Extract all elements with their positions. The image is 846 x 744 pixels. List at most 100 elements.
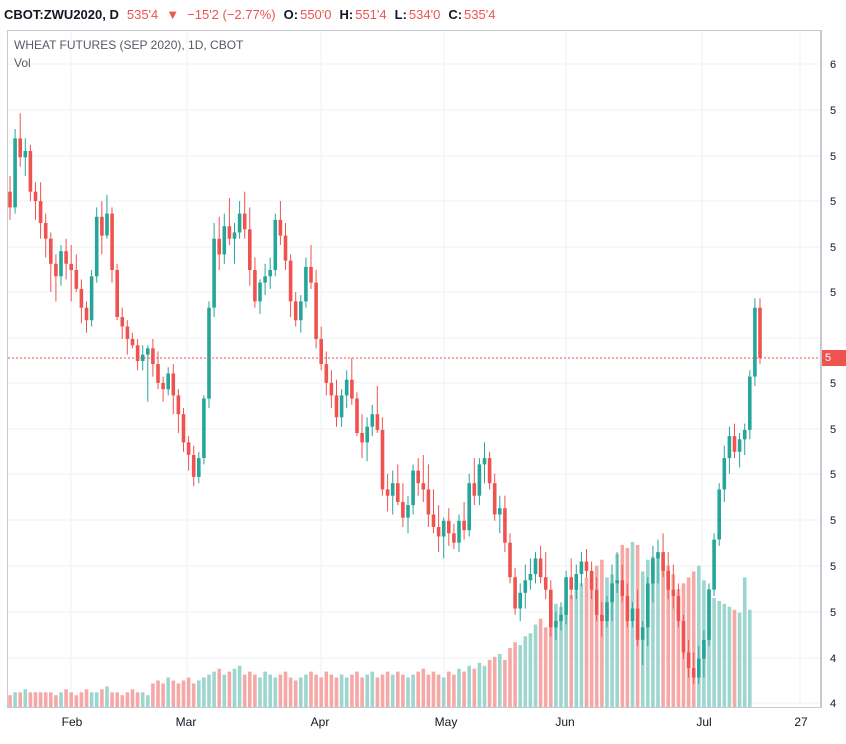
- volume-bar: [237, 665, 242, 708]
- candle-body: [18, 138, 22, 158]
- volume-bar: [171, 680, 176, 707]
- candle-body: [334, 395, 339, 418]
- y-tick-label: 5: [830, 561, 836, 573]
- candle-body: [549, 589, 553, 628]
- candle-body: [554, 621, 558, 628]
- candle-body: [125, 326, 130, 339]
- x-tick-label: 27: [794, 715, 808, 729]
- volume-bar: [416, 671, 420, 707]
- volume-bar: [125, 692, 130, 707]
- candle-body: [748, 376, 752, 430]
- volume-bar: [543, 627, 548, 707]
- volume-bar: [110, 692, 114, 707]
- candle-body: [513, 577, 517, 609]
- volume-bar: [130, 689, 135, 707]
- volume-bar: [554, 603, 558, 707]
- volume-bar: [421, 668, 426, 707]
- y-tick-label: 5: [830, 242, 836, 254]
- y-tick-label: 5: [830, 287, 836, 299]
- volume-bar: [589, 571, 594, 707]
- volume-bar: [564, 600, 568, 707]
- volume-bar: [212, 671, 216, 707]
- y-tick-label: 5: [830, 105, 836, 117]
- candle-body: [197, 458, 201, 477]
- candle-body: [753, 307, 757, 377]
- candle-body: [630, 608, 635, 621]
- candle-body: [181, 414, 186, 443]
- candle-body: [533, 558, 538, 575]
- volume-bar: [492, 656, 497, 707]
- volume-bar: [151, 683, 155, 707]
- volume-bar: [615, 553, 619, 707]
- candle-body: [242, 213, 247, 230]
- symbol-label[interactable]: CBOT:ZWU2020, D: [4, 6, 119, 22]
- volume-bar: [33, 692, 38, 707]
- volume-bar: [18, 692, 22, 707]
- candle-body: [457, 520, 461, 543]
- volume-bar: [365, 674, 369, 707]
- volume-bar: [23, 689, 28, 707]
- candle-body: [222, 226, 227, 255]
- volume-bar: [457, 668, 461, 707]
- volume-bar: [299, 677, 303, 707]
- candle-body: [161, 382, 165, 390]
- volume-bar: [79, 692, 84, 707]
- candle-body: [620, 580, 625, 596]
- candle-body: [309, 266, 313, 283]
- candle-body: [258, 282, 262, 302]
- volume-bar: [248, 671, 252, 707]
- volume-bar: [436, 674, 441, 707]
- candle-body: [278, 219, 283, 236]
- volume-bar: [712, 598, 716, 707]
- candle-body: [64, 251, 68, 264]
- candle-body: [671, 589, 676, 596]
- candle-body: [202, 398, 206, 458]
- volume-bar: [574, 589, 579, 707]
- chart-pane[interactable]: [7, 30, 821, 708]
- volume-bar: [64, 689, 68, 707]
- candle-body: [59, 251, 63, 277]
- candle-body: [390, 483, 395, 496]
- candle-body: [492, 483, 497, 515]
- volume-bar: [84, 689, 89, 707]
- candle-body: [227, 226, 232, 239]
- volume-bar: [523, 636, 528, 707]
- candle-body: [538, 558, 543, 578]
- candle-body: [217, 238, 221, 255]
- volume-bar: [406, 677, 410, 707]
- volume-bar: [105, 686, 109, 707]
- candle-body: [722, 458, 727, 490]
- candle-body: [13, 138, 17, 208]
- volume-bar: [314, 674, 318, 707]
- volume-bar: [43, 692, 48, 707]
- volume-bar: [146, 695, 150, 707]
- volume-bar: [737, 612, 742, 707]
- candle-body: [370, 414, 375, 427]
- volume-bar: [477, 662, 482, 707]
- symbol-header: CBOT:ZWU2020, D 535'4 ▼ −15'2 (−2.77%) O…: [0, 0, 846, 28]
- candle-body: [431, 514, 436, 527]
- volume-bar: [375, 677, 380, 707]
- volume-bar: [625, 547, 630, 707]
- volume-bar: [462, 671, 466, 707]
- candle-body: [732, 436, 737, 452]
- candle-body: [237, 213, 242, 233]
- y-tick-label: 5: [830, 607, 836, 619]
- y-tick-label: 4: [830, 653, 836, 665]
- candle-body: [191, 455, 196, 477]
- volume-bar: [94, 692, 99, 707]
- candle-body: [171, 373, 176, 396]
- volume-bar: [722, 603, 727, 707]
- volume-bar: [518, 645, 522, 707]
- volume-bar: [156, 680, 160, 707]
- candle-body: [737, 439, 742, 452]
- candle-body: [69, 263, 73, 271]
- volume-bar: [278, 674, 283, 707]
- volume-bar: [339, 674, 344, 707]
- candle-body: [319, 339, 323, 365]
- volume-bar: [549, 612, 553, 707]
- volume-bar: [207, 674, 211, 707]
- price-axis[interactable]: [821, 30, 846, 708]
- candle-body: [421, 483, 426, 490]
